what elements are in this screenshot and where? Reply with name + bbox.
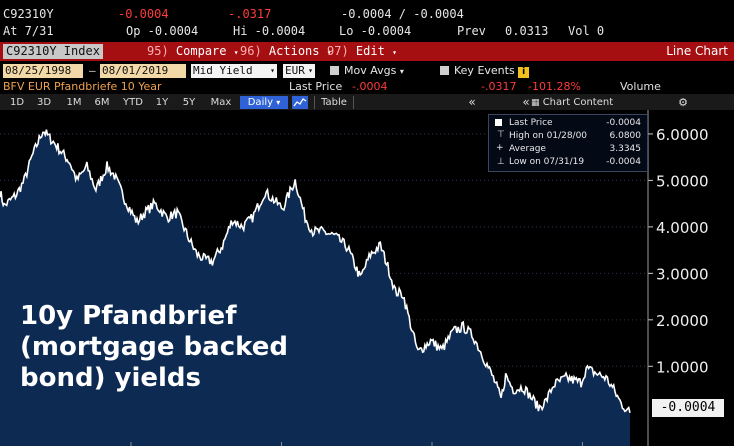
legend-high-value: 6.0800 [609,131,642,141]
y-tick-label: 3.0000 [656,265,709,283]
start-date-field[interactable]: 08/25/1998 [3,64,83,78]
x-axis [130,442,583,446]
currency-value: EUR [285,64,305,77]
edit-label: Edit [355,44,385,58]
chevron-down-icon: ▾ [399,67,404,76]
line-chart: 6.0000 5.0000 4.0000 3.0000 2.0000 1.0000 [0,110,709,446]
chart-legend[interactable]: Last Price -0.0004 ⊤ High on 01/28/00 6.… [488,114,648,172]
legend-high-icon: ⊤ [497,130,505,140]
period-1y[interactable]: 1Y [155,97,169,108]
volume-value: Vol 0 [568,24,605,38]
period-6m[interactable]: 6M [94,97,110,108]
legend-average-icon: + [496,143,504,153]
period-ytd[interactable]: YTD [123,97,143,108]
pct-change-value: -101.28% [528,80,581,93]
legend-high-label: High on 01/28/00 [509,131,588,141]
open-price: Op -0.0004 [126,24,199,38]
chart-content-icon: ▦ [531,98,540,108]
quote-date: At 7/31 [3,24,54,38]
key-events-label[interactable]: Key Events i [454,64,530,78]
mov-avgs-label[interactable]: Mov Avgs ▾ [344,64,404,78]
net-change: -0.0004 [118,7,169,21]
key-events-checkbox[interactable] [440,66,449,75]
legend-low-icon: ⊥ [497,157,505,167]
gear-icon[interactable]: ⚙ [678,96,688,109]
collapse-chart-content-icon[interactable]: « [522,95,530,109]
chart-caption: 10y Pfandbrief (mortgage backed bond) yi… [20,301,288,393]
y-axis: 6.0000 5.0000 4.0000 3.0000 2.0000 1.0000 [647,110,709,446]
change-value: -.0317 [481,80,517,93]
frequency-value: Daily [247,97,274,108]
chevron-down-icon: ▾ [326,48,332,57]
legend-swatch [495,119,502,126]
period-bar [0,94,734,110]
period-1m[interactable]: 1M [66,97,82,108]
bid-ask: -0.0004 / -0.0004 [341,7,464,21]
high-price: Hi -0.0004 [233,24,306,38]
legend-average-value: 3.3345 [609,144,642,154]
chart-content-button[interactable]: ▦ Chart Content [531,96,621,109]
volume-label: Volume [620,80,661,93]
chart-content-label: Chart Content [542,97,614,108]
low-price: Lo -0.0004 [339,24,412,38]
chevron-down-icon: ▾ [308,66,313,75]
mov-avgs-text: Mov Avgs [344,64,397,77]
chevron-down-icon: ▾ [270,66,275,75]
legend-low-value: -0.0004 [606,157,641,167]
period-1d[interactable]: 1D [9,97,25,108]
actions-label: Actions [268,44,320,58]
actions-number: 96) [240,44,262,58]
frequency-select[interactable]: Daily ▾ [240,96,288,109]
mov-avgs-checkbox[interactable] [330,66,339,75]
pct-change: -.0317 [228,7,272,21]
legend-last-value: -0.0004 [606,118,641,128]
security-index-field[interactable]: C92310Y Index [3,44,103,59]
chevron-down-icon: ▾ [392,48,397,57]
period-5y[interactable]: 5Y [182,97,196,108]
end-date-field[interactable]: 08/01/2019 [100,64,186,78]
period-3d[interactable]: 3D [36,97,52,108]
y-tick-label: 5.0000 [656,172,709,190]
last-price-tag: -0.0004 [652,399,724,417]
security-name: BFV EUR Pfandbriefe 10 Year [3,80,162,93]
compare-label: Compare [175,44,227,58]
command-bar: C92310Y Index 95) Compare ▾ 96) Actions … [0,42,734,61]
line-chart-icon[interactable] [292,96,308,109]
actions-button[interactable]: 96) Actions ▾ [240,44,332,60]
y-tick-label: 6.0000 [656,126,709,144]
ticker-symbol: C92310Y [3,7,54,21]
key-events-text: Key Events [454,64,515,77]
price-field-select[interactable]: Mid Yield ▾ [191,64,277,78]
view-title: Line Chart [666,44,728,58]
series-line [0,129,631,413]
price-field-value: Mid Yield [193,64,253,77]
y-tick-label: 2.0000 [656,312,709,330]
prev-value: 0.0313 [505,24,549,38]
last-price-label: Last Price [289,80,343,93]
table-label: Table [321,97,347,108]
collapse-left-icon[interactable]: « [468,95,476,109]
last-price-tag-value: -0.0004 [660,400,716,415]
y-tick-label: 4.0000 [656,219,709,237]
chevron-down-icon: ▾ [276,98,281,107]
chevron-down-icon: ▾ [233,48,239,57]
info-icon[interactable]: i [518,67,530,78]
prev-label: Prev [457,24,486,38]
date-range-dash: – [89,64,96,77]
legend-low-label: Low on 07/31/19 [509,157,585,167]
y-tick-label: 1.0000 [656,358,709,376]
legend-last-label: Last Price [509,118,553,128]
period-max[interactable]: Max [210,97,232,108]
series-area [0,129,630,446]
last-price-value: -.0004 [352,80,388,93]
edit-button[interactable]: 97) Edit ▾ [327,44,397,60]
table-button[interactable]: Table [314,96,354,109]
edit-number: 97) [327,44,349,58]
compare-button[interactable]: 95) Compare ▾ [147,44,239,60]
currency-select[interactable]: EUR ▾ [283,64,315,78]
compare-number: 95) [147,44,169,58]
legend-average-label: Average [509,144,546,154]
